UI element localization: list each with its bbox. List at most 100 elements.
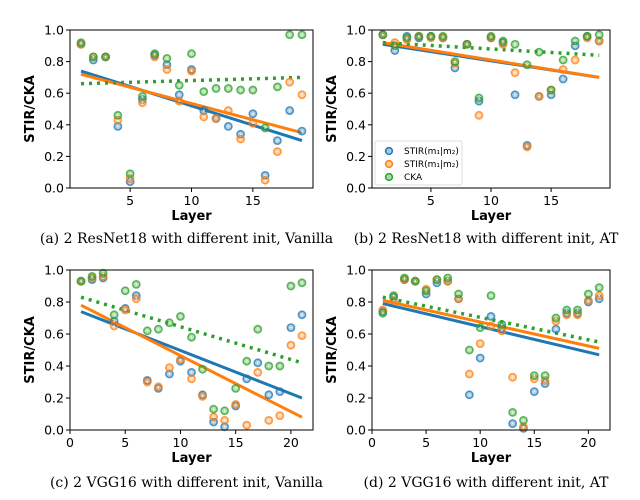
- data-point-center: [381, 33, 384, 36]
- data-point-center: [179, 358, 182, 361]
- data-point-center: [479, 357, 482, 359]
- y-tick-label: 0.4: [346, 359, 366, 374]
- data-point-center: [80, 41, 82, 44]
- data-point-center: [157, 385, 160, 388]
- legend-label: CKA: [404, 173, 423, 183]
- data-point-center: [227, 125, 230, 128]
- data-point-center: [301, 313, 303, 316]
- data-point-center: [124, 309, 127, 311]
- subplot-caption: (a) 2 ResNet18 with different init, Vani…: [40, 231, 333, 247]
- data-point-center: [405, 38, 408, 41]
- data-point-center: [526, 63, 528, 66]
- data-point-center: [264, 179, 267, 182]
- y-tick-label: 0.8: [44, 295, 64, 310]
- data-point-center: [178, 100, 181, 102]
- x-tick-label: 10: [472, 435, 488, 450]
- data-point-center: [417, 35, 420, 38]
- data-point-center: [91, 275, 93, 278]
- legend-label: STIR(m₁|m₂): [404, 147, 459, 157]
- data-point-center: [392, 294, 395, 297]
- data-point-center: [201, 368, 204, 371]
- data-point-center: [468, 349, 471, 351]
- data-point-center: [490, 35, 492, 38]
- data-point-center: [301, 130, 303, 133]
- data-point-center: [502, 41, 504, 44]
- data-point-center: [502, 40, 504, 42]
- data-point-center: [576, 309, 579, 311]
- data-point-center: [153, 52, 156, 55]
- data-point-center: [234, 405, 237, 407]
- data-point-center: [267, 393, 270, 396]
- data-point-center: [403, 277, 406, 279]
- data-point-center: [157, 328, 160, 331]
- data-point-center: [555, 328, 557, 331]
- x-axis-label: Layer: [171, 451, 212, 466]
- data-point-center: [514, 43, 516, 46]
- data-point-center: [251, 122, 254, 125]
- data-point-center: [179, 360, 182, 363]
- data-point-center: [490, 294, 492, 297]
- data-point-center: [288, 81, 291, 84]
- x-tick-label: 20: [283, 435, 299, 450]
- data-point-center: [251, 112, 254, 115]
- x-tick-label: 5: [422, 435, 430, 450]
- data-point-center: [124, 289, 127, 292]
- data-point-center: [466, 43, 468, 46]
- data-point-center: [234, 403, 237, 406]
- data-point-center: [555, 317, 557, 319]
- legend-marker: [384, 172, 394, 182]
- data-point-center: [245, 377, 248, 380]
- data-point-center: [153, 54, 156, 57]
- data-point-center: [446, 277, 449, 279]
- x-axis-label: Layer: [471, 451, 512, 466]
- x-tick-label: 0: [368, 435, 376, 450]
- y-tick-label: 0.0: [44, 423, 64, 438]
- data-point-center: [522, 419, 525, 422]
- data-point-center: [587, 301, 590, 303]
- trend-line-stir-2: [80, 72, 303, 135]
- x-tick-label: 5: [121, 435, 129, 450]
- data-point-center: [490, 325, 492, 327]
- data-point-center: [227, 87, 230, 90]
- y-axis-label: STIR/CKA: [325, 316, 340, 384]
- y-tick-label: 0.6: [346, 327, 366, 342]
- data-point-center: [141, 101, 144, 104]
- data-point-center: [538, 51, 540, 54]
- data-point-center: [166, 57, 168, 60]
- data-point-center: [166, 68, 168, 71]
- subplot-b: 0.0 0.2 0.4 0.6 0.8 1.0 5 10 15 Layer STIR/CKA (b) …: [325, 23, 619, 248]
- data-point-center: [245, 424, 248, 427]
- data-point-center: [514, 71, 516, 74]
- data-point-center: [201, 395, 204, 398]
- x-tick-label: 15: [526, 435, 542, 450]
- data-point-center: [278, 390, 281, 393]
- x-tick-label: 15: [228, 435, 244, 450]
- y-axis-label: STIR/CKA: [325, 75, 340, 143]
- data-point-center: [157, 387, 160, 390]
- data-point-center: [256, 328, 259, 331]
- trend-line-cka: [80, 75, 303, 86]
- data-point-center: [234, 387, 237, 390]
- data-point-center: [574, 59, 577, 61]
- y-tick-label: 0.4: [346, 117, 366, 132]
- data-point-center: [417, 37, 420, 39]
- data-point-center: [544, 374, 546, 377]
- data-point-center: [562, 68, 565, 71]
- data-point-center: [290, 344, 292, 347]
- data-point-center: [565, 309, 568, 311]
- data-point-center: [135, 283, 138, 286]
- data-point-center: [381, 312, 384, 315]
- data-point-center: [405, 37, 408, 39]
- y-axis-label: STIR/CKA: [23, 75, 38, 143]
- data-point-center: [454, 62, 456, 65]
- y-tick-label: 0.2: [346, 149, 366, 164]
- data-point-center: [113, 325, 116, 327]
- data-point-center: [301, 33, 303, 36]
- data-point-center: [436, 278, 438, 281]
- data-point-center: [290, 326, 292, 329]
- data-point-center: [212, 416, 215, 419]
- data-point-center: [141, 95, 144, 98]
- data-point-center: [429, 35, 432, 38]
- data-point-center: [522, 425, 525, 428]
